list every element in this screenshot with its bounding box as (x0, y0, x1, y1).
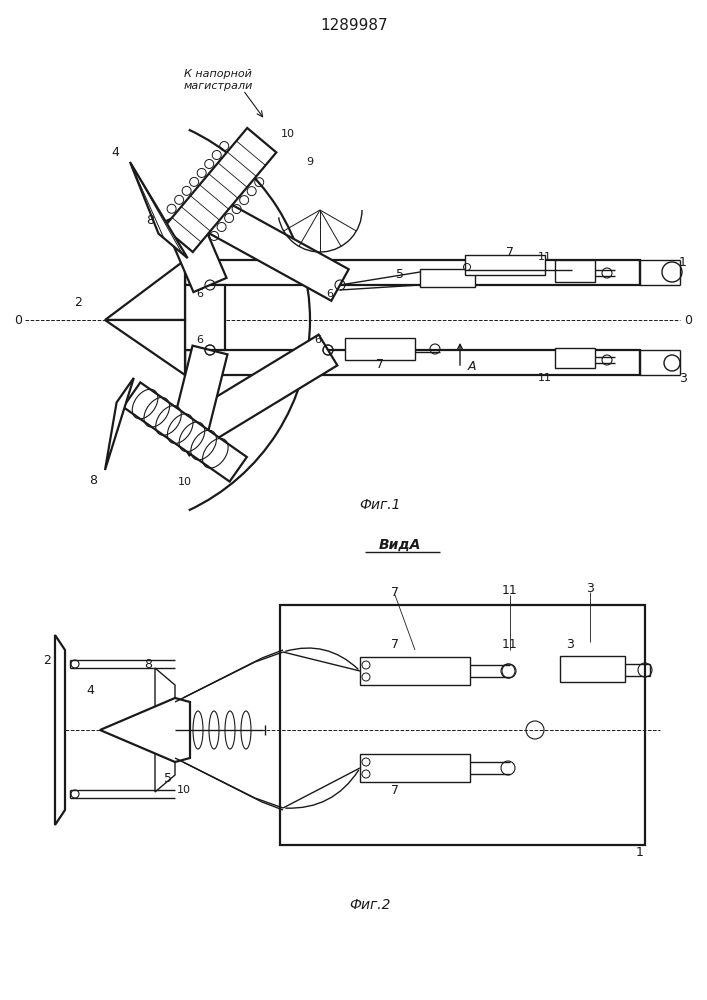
Text: 7: 7 (391, 585, 399, 598)
Text: 7: 7 (391, 784, 399, 796)
Polygon shape (170, 335, 337, 455)
Text: 1: 1 (679, 255, 687, 268)
Text: 0: 0 (684, 314, 692, 326)
Polygon shape (123, 382, 247, 482)
Text: 11: 11 (502, 584, 518, 596)
Bar (420, 269, 475, 287)
Bar (465, 255, 545, 275)
Text: 6: 6 (197, 289, 204, 299)
Text: К напорной
магистрали: К напорной магистрали (183, 69, 252, 91)
Polygon shape (105, 260, 185, 320)
Polygon shape (187, 189, 349, 301)
Text: 8: 8 (144, 658, 152, 672)
Text: 8: 8 (89, 474, 97, 487)
Text: 3: 3 (679, 371, 687, 384)
Text: 1289987: 1289987 (320, 17, 388, 32)
Polygon shape (55, 635, 65, 825)
Text: 10: 10 (281, 129, 295, 139)
Bar (345, 338, 415, 360)
Bar (280, 605, 645, 845)
Text: 8: 8 (146, 214, 154, 227)
Text: 7: 7 (391, 639, 399, 652)
Text: 1: 1 (636, 846, 644, 858)
Text: 9: 9 (306, 157, 314, 167)
Text: 0: 0 (14, 314, 22, 326)
Text: 3: 3 (566, 639, 574, 652)
Text: 4: 4 (111, 145, 119, 158)
Text: 11: 11 (538, 252, 552, 262)
Polygon shape (173, 346, 228, 434)
Text: 11: 11 (538, 373, 552, 383)
Bar (465, 255, 545, 275)
Polygon shape (100, 698, 190, 762)
Text: 6: 6 (327, 289, 334, 299)
Bar (185, 285, 225, 350)
Text: Фиг.2: Фиг.2 (349, 898, 391, 912)
Text: 10: 10 (178, 477, 192, 487)
Polygon shape (163, 128, 276, 252)
Text: 2: 2 (74, 296, 82, 308)
Bar (185, 350, 640, 375)
Text: 6: 6 (315, 335, 322, 345)
Bar (555, 348, 595, 368)
Bar (360, 754, 470, 782)
Text: 5: 5 (164, 772, 172, 784)
Text: 11: 11 (502, 639, 518, 652)
Text: A: A (468, 360, 477, 373)
Text: 7: 7 (376, 358, 384, 370)
Text: ВидА: ВидА (379, 538, 421, 552)
Bar (360, 657, 470, 685)
Polygon shape (155, 668, 175, 792)
Polygon shape (105, 320, 185, 375)
Bar (560, 656, 625, 682)
Bar (555, 260, 595, 282)
Text: 6: 6 (197, 335, 204, 345)
Text: 10: 10 (177, 785, 191, 795)
Text: Фиг.1: Фиг.1 (359, 498, 401, 512)
Polygon shape (163, 208, 226, 292)
Polygon shape (130, 162, 187, 258)
Text: 2: 2 (43, 654, 51, 666)
Text: 3: 3 (586, 582, 594, 594)
Text: 5: 5 (396, 267, 404, 280)
Bar (185, 260, 640, 285)
Text: 4: 4 (86, 684, 94, 696)
Polygon shape (105, 378, 134, 470)
Text: 7: 7 (506, 245, 514, 258)
